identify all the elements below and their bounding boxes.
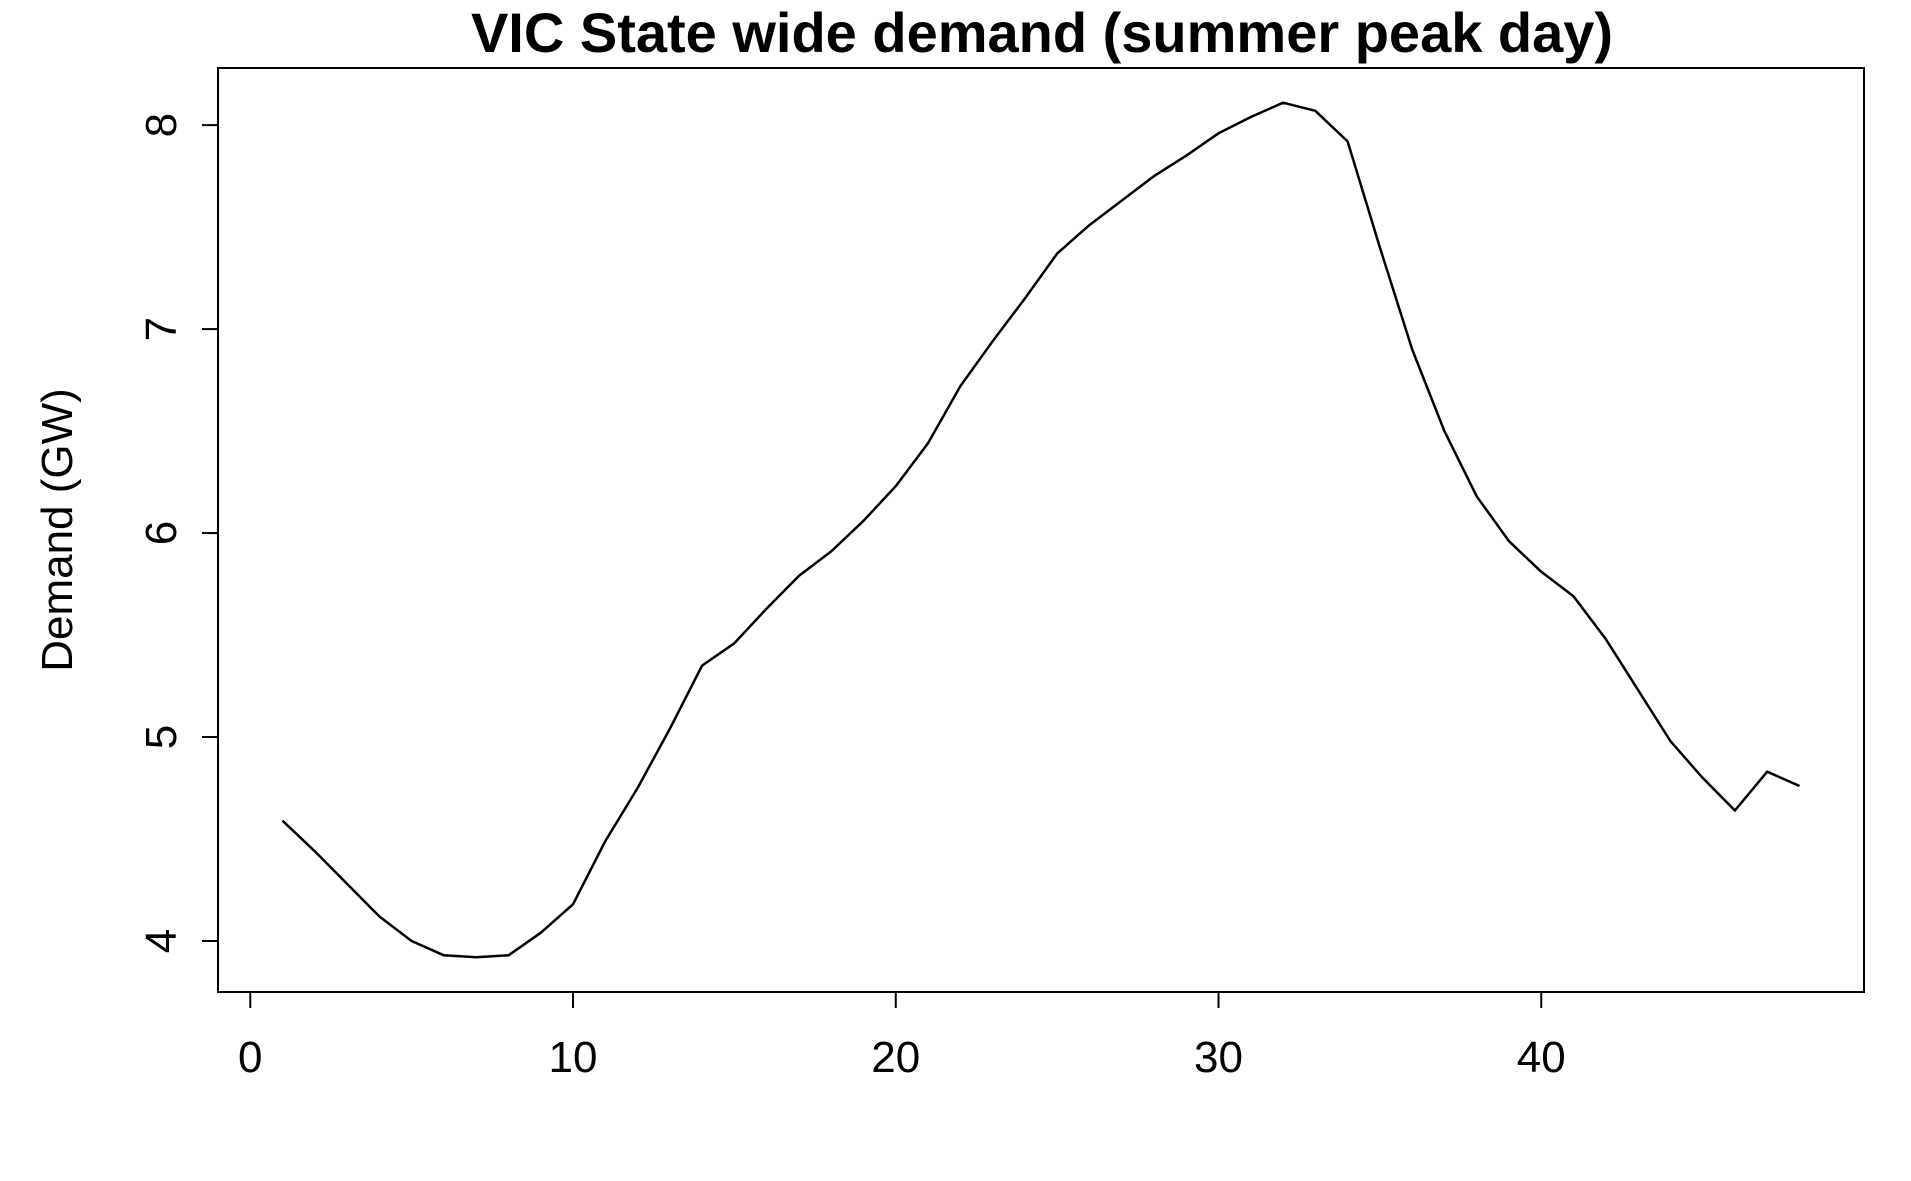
y-tick-label: 7 <box>137 317 186 341</box>
y-tick-label: 8 <box>137 113 186 137</box>
x-axis: 0 10 20 30 40 <box>238 991 1566 1082</box>
y-tick-label: 4 <box>137 929 186 953</box>
chart-title: VIC State wide demand (summer peak day) <box>471 1 1613 64</box>
x-tick-label: 10 <box>549 1033 598 1082</box>
y-tick-label: 5 <box>137 725 186 749</box>
plot-frame <box>217 67 1865 993</box>
x-tick-label: 40 <box>1517 1033 1566 1082</box>
demand-series-line <box>281 101 1801 959</box>
x-tick-label: 20 <box>871 1033 920 1082</box>
data-points <box>280 100 1803 961</box>
y-axis: 4 5 6 7 8 <box>137 113 219 953</box>
y-axis-label: Demand (GW) <box>33 388 82 672</box>
x-tick-label: 30 <box>1194 1033 1243 1082</box>
x-tick-label: 0 <box>238 1033 262 1082</box>
y-tick-label: 6 <box>137 521 186 545</box>
